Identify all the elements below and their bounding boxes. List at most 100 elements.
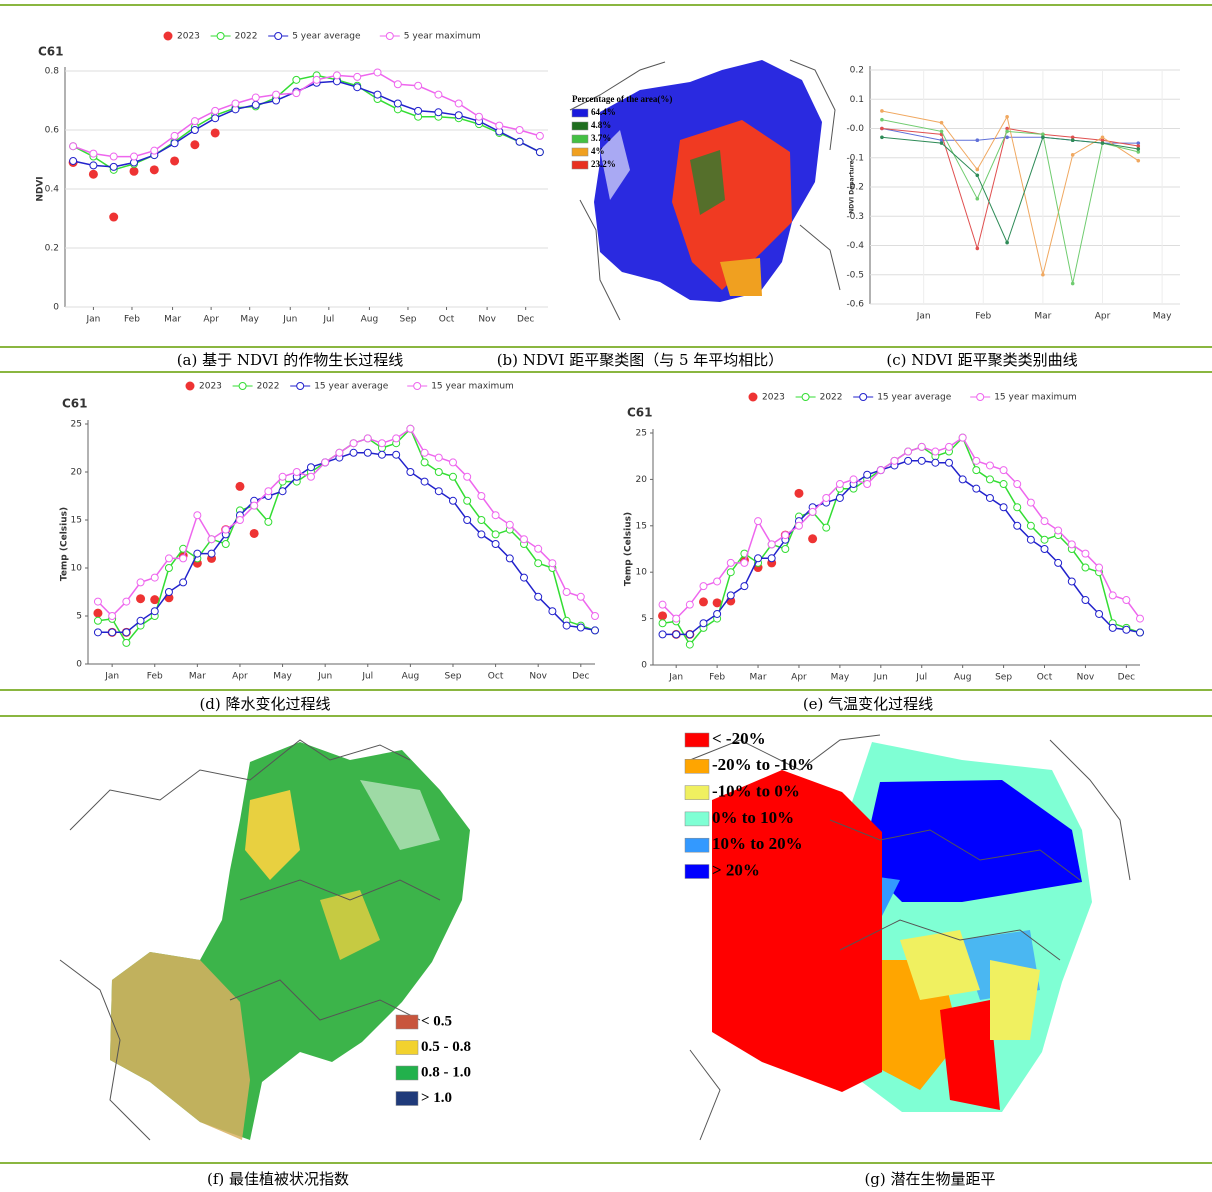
data-point <box>332 71 341 80</box>
data-point <box>781 545 790 553</box>
y-tick-label: -0.1 <box>846 153 864 163</box>
data-point <box>278 487 287 496</box>
x-tick-label: Jul <box>322 315 334 325</box>
y-tick-label: 15 <box>636 521 647 531</box>
data-point <box>1136 158 1141 163</box>
data-point <box>150 595 160 605</box>
data-point <box>1081 596 1090 605</box>
series-line <box>881 119 1139 284</box>
data-point <box>1136 144 1141 148</box>
legend-label: 0% to 10% <box>712 808 794 827</box>
data-point <box>562 621 571 630</box>
data-point <box>685 640 694 649</box>
data-point <box>767 540 776 549</box>
data-point <box>1095 609 1104 618</box>
data-point <box>548 559 557 568</box>
data-point <box>890 456 899 465</box>
data-point <box>576 592 585 601</box>
legend-label: -10% to 0% <box>712 782 800 801</box>
x-tick-label: Jul <box>361 672 373 682</box>
data-point <box>945 458 954 467</box>
data-point <box>880 117 884 122</box>
data-point <box>477 492 486 500</box>
legend-label: 15 year average <box>314 382 389 392</box>
series-line <box>72 74 541 171</box>
data-point <box>164 554 173 563</box>
data-point <box>767 554 776 563</box>
data-point <box>1013 521 1022 530</box>
data-point <box>349 448 358 457</box>
data-point <box>393 99 402 108</box>
data-point <box>562 588 571 596</box>
data-point <box>210 128 220 138</box>
y-tick-label: 5 <box>641 614 647 624</box>
legend-label: 0.8 - 1.0 <box>421 1064 471 1080</box>
data-point <box>264 487 273 496</box>
data-point <box>1041 272 1045 277</box>
data-point <box>1041 132 1045 137</box>
data-point <box>939 129 944 134</box>
data-point <box>179 578 188 587</box>
data-point <box>363 434 372 443</box>
data-point <box>1005 135 1009 140</box>
data-point <box>463 516 472 524</box>
x-tick-label: May <box>831 673 850 683</box>
data-point <box>109 212 119 222</box>
data-point <box>150 146 159 155</box>
data-point <box>880 126 884 131</box>
data-point <box>754 517 763 526</box>
data-point <box>699 582 708 591</box>
legend-label: 2022 <box>820 393 843 403</box>
legend-title: Percentage of the area(%) <box>572 94 672 104</box>
y-tick-label: 25 <box>636 429 647 439</box>
legend-marker <box>296 382 305 390</box>
data-point <box>939 141 944 145</box>
data-point <box>535 131 544 140</box>
x-tick-label: Mar <box>1034 312 1051 322</box>
data-point <box>699 619 708 628</box>
data-point <box>534 592 543 601</box>
data-point <box>251 93 260 102</box>
x-tick-label: Aug <box>361 315 379 325</box>
data-point <box>972 456 981 465</box>
legend-label: > 20% <box>712 860 760 879</box>
data-point <box>975 246 980 251</box>
legend-label: 2023 <box>199 382 222 392</box>
data-point <box>1100 135 1105 140</box>
y-tick-label: 0.1 <box>850 95 864 105</box>
data-point <box>975 173 980 178</box>
x-tick-label: Aug <box>954 673 972 683</box>
data-point <box>1136 150 1141 154</box>
x-tick-label: Jan <box>104 672 119 682</box>
data-point <box>1040 535 1049 544</box>
y-tick-label: 20 <box>636 475 648 485</box>
legend-label: 2022 <box>235 32 258 42</box>
data-point <box>1081 549 1090 558</box>
data-point <box>477 516 486 524</box>
data-point <box>363 448 372 457</box>
data-point <box>278 472 287 481</box>
data-point <box>519 535 528 544</box>
data-point <box>454 99 463 108</box>
data-point <box>109 162 118 171</box>
legend-swatch <box>395 1091 419 1106</box>
map-g-artwork <box>689 734 1131 1141</box>
data-point <box>434 453 443 462</box>
data-point <box>207 535 216 544</box>
data-point <box>985 461 994 470</box>
legend-label: 15 year maximum <box>994 393 1077 403</box>
y-axis-label: Temp (Celsius) <box>60 507 70 581</box>
legend-swatch <box>395 1065 419 1081</box>
data-point <box>999 480 1008 489</box>
legend-marker <box>238 382 247 390</box>
legend-swatch <box>684 732 710 748</box>
data-point <box>917 442 926 451</box>
data-point <box>130 152 138 161</box>
data-point <box>414 106 423 115</box>
data-point <box>373 68 382 77</box>
data-point <box>170 156 180 166</box>
data-point <box>658 611 668 621</box>
y-tick-label: -0.4 <box>846 241 864 251</box>
data-point <box>876 466 885 475</box>
data-point <box>434 108 443 117</box>
